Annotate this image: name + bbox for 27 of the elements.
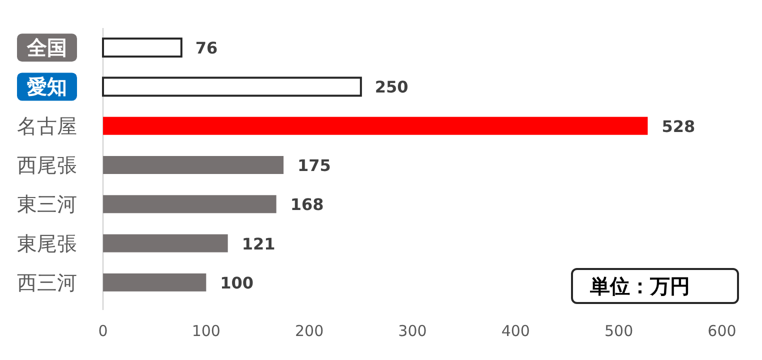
data-label: 121 (242, 234, 276, 254)
y-tick-label: 全国 (26, 38, 67, 60)
x-tick-label: 300 (398, 322, 427, 340)
x-tick-label: 100 (192, 322, 220, 340)
bar (103, 116, 648, 135)
y-tick-label: 西尾張 (17, 155, 77, 177)
bar (103, 156, 284, 174)
x-tick-label: 500 (604, 322, 634, 340)
bar (103, 234, 228, 252)
x-tick-label: 600 (708, 322, 736, 340)
x-tick-label: 200 (295, 322, 324, 340)
data-label: 168 (290, 195, 324, 214)
data-label: 250 (374, 78, 408, 97)
data-label: 528 (662, 116, 696, 136)
bar (103, 273, 206, 292)
bar (103, 195, 276, 214)
x-tick-label: 400 (501, 322, 530, 340)
y-tick-label: 東尾張 (17, 233, 77, 256)
y-tick-label: 東三河 (17, 194, 77, 216)
annotation: 単位：万円 (589, 276, 690, 298)
data-label: 76 (195, 38, 218, 58)
x-tick-label: 0 (98, 322, 108, 340)
data-label: 100 (220, 273, 254, 292)
y-tick-label: 愛知 (27, 76, 67, 99)
y-tick-label: 名古屋 (17, 116, 77, 138)
y-tick-label: 西三河 (17, 272, 77, 294)
data-label: 175 (298, 156, 331, 175)
